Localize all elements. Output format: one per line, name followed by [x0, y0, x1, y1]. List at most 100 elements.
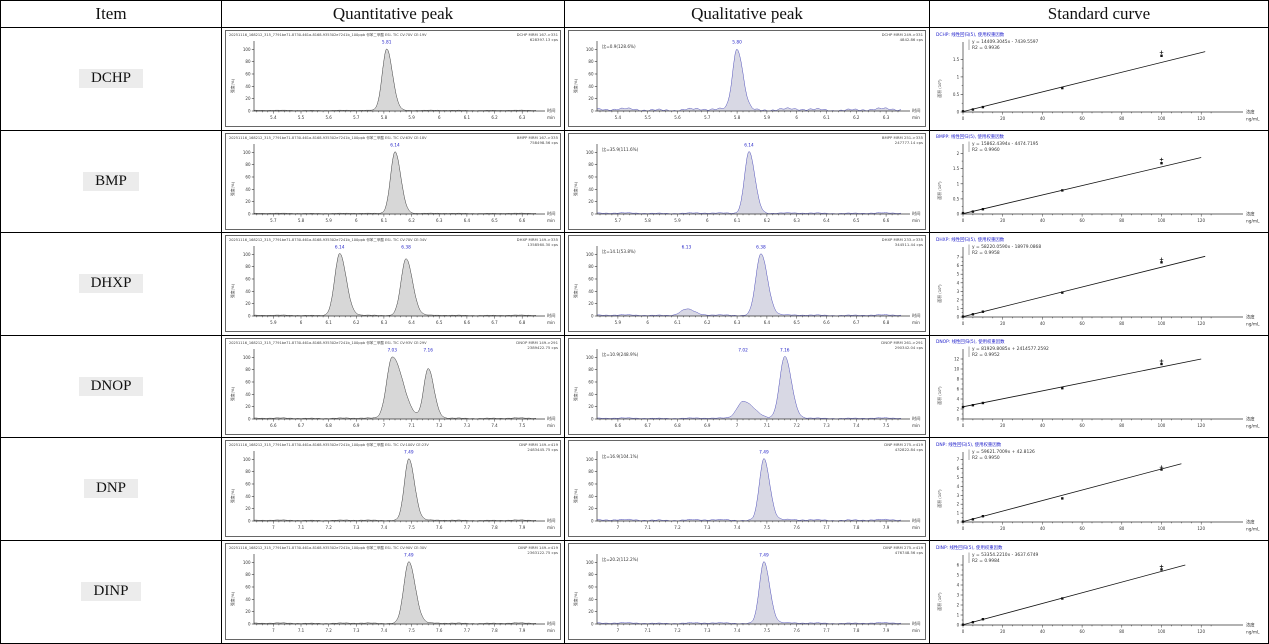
svg-text:6.6: 6.6 [883, 218, 890, 223]
qualitative-chromatogram-dnp: 0 20 40 60 80 100 7 7.1 7.2 7.3 7.4 7.5 7.6 7.7 7.8 7.9… [573, 442, 924, 530]
svg-text:7.49: 7.49 [404, 553, 414, 559]
svg-text:40: 40 [588, 289, 594, 294]
svg-text:60: 60 [1080, 423, 1086, 428]
svg-text:5.4: 5.4 [270, 115, 277, 120]
svg-text:6.6: 6.6 [823, 320, 830, 325]
svg-text:ng/mL: ng/mL [1246, 116, 1260, 122]
svg-text:40: 40 [1040, 526, 1046, 531]
svg-text:DHXP MRM 233->335: DHXP MRM 233->335 [882, 237, 924, 242]
svg-text:6.6: 6.6 [615, 423, 622, 428]
svg-text:0: 0 [962, 526, 965, 531]
svg-text:强度(%): 强度(%) [573, 284, 578, 299]
svg-text:7.3: 7.3 [704, 525, 711, 530]
svg-text:y = 53354.2210x - 3637.6749: y = 53354.2210x - 3637.6749 [972, 552, 1039, 558]
svg-text:6.2: 6.2 [408, 218, 415, 223]
qualitative-chart-frame: 0 20 40 60 80 100 7 7.1 7.2 7.3 7.4 7.5 7.6 7.7 7.8 7.9… [568, 440, 926, 538]
svg-text:浓度: 浓度 [1246, 108, 1255, 115]
svg-text:7.6: 7.6 [436, 628, 443, 633]
svg-text:时间: 时间 [912, 210, 920, 217]
svg-text:40: 40 [245, 494, 251, 499]
svg-text:6.5: 6.5 [436, 320, 443, 325]
svg-text:6.8: 6.8 [674, 423, 681, 428]
svg-text:DINP MRM 275->419: DINP MRM 275->419 [883, 545, 923, 550]
svg-text:5.6: 5.6 [674, 115, 681, 120]
svg-text:DNP: 线性回归(5), 使用权重因数: DNP: 线性回归(5), 使用权重因数 [936, 441, 1002, 448]
svg-text:100: 100 [1158, 321, 1166, 326]
svg-text:6: 6 [957, 387, 960, 392]
svg-text:7.02: 7.02 [738, 347, 748, 353]
svg-text:DNOP: 线性回归(5), 使用权重因数: DNOP: 线性回归(5), 使用权重因数 [936, 338, 1005, 345]
svg-text:6.2: 6.2 [491, 115, 498, 120]
svg-text:80: 80 [245, 469, 251, 474]
quantitative-peak-cell-dinp: 0 20 40 60 80 100 7 7.1 7.2 7.3 7.4 7.5 7.6 7.7 7.8 7.9… [222, 540, 565, 643]
svg-text:时间: 时间 [547, 210, 555, 217]
svg-text:面积 (10⁶): 面积 (10⁶) [937, 181, 942, 200]
item-cell-bmp: BMP [1, 130, 222, 233]
svg-text:2: 2 [957, 501, 960, 506]
svg-text:7.4: 7.4 [734, 525, 741, 530]
svg-text:7.9: 7.9 [519, 525, 526, 530]
svg-text:min: min [547, 628, 555, 633]
svg-text:20251116_168212_315_7791be71-8: 20251116_168212_315_7791be71-8730-461a-8… [229, 135, 427, 140]
svg-text:40: 40 [245, 392, 251, 397]
svg-text:20251116_168212_315_7791be71-8: 20251116_168212_315_7791be71-8730-461a-8… [229, 32, 427, 37]
standard-curve-cell-dchp: 0 0.5 1 1.5 0 20 40 60 80 100 120 DCHP: 线性回归(5), 使用… [930, 28, 1268, 131]
svg-text:7.5: 7.5 [408, 628, 415, 633]
svg-text:6.5: 6.5 [853, 218, 860, 223]
svg-text:0: 0 [962, 423, 965, 428]
item-label: DNOP [78, 376, 144, 396]
svg-text:20: 20 [1000, 423, 1006, 428]
svg-text:100: 100 [586, 47, 594, 52]
item-label: DHXP [78, 274, 144, 294]
svg-text:min: min [547, 115, 555, 120]
svg-text:7.3: 7.3 [704, 628, 711, 633]
svg-text:120: 120 [1197, 218, 1205, 223]
svg-text:7.49: 7.49 [759, 553, 769, 559]
standard-curve-cell-bmp: 0 0.5 1 1.5 2 0 20 40 60 80 100 120 BMPP: 线性回归(5), 使… [930, 130, 1268, 233]
svg-text:6: 6 [795, 115, 798, 120]
svg-text:100: 100 [1158, 116, 1166, 121]
svg-text:0: 0 [962, 321, 965, 326]
svg-text:6.9: 6.9 [704, 423, 711, 428]
svg-text:60: 60 [1080, 218, 1086, 223]
svg-text:20: 20 [245, 96, 251, 101]
svg-text:6.7: 6.7 [644, 423, 651, 428]
svg-text:7: 7 [957, 457, 960, 462]
svg-text:20: 20 [588, 404, 594, 409]
svg-text:120: 120 [1197, 526, 1205, 531]
svg-text:6.4: 6.4 [464, 218, 471, 223]
svg-text:min: min [912, 115, 920, 120]
svg-text:3: 3 [957, 592, 960, 597]
svg-text:5.6: 5.6 [325, 115, 332, 120]
svg-text:6: 6 [646, 320, 649, 325]
quantitative-chromatogram-bmp: 0 20 40 60 80 100 5.7 5.8 5.9 6 6.1 6.2 6.3 6.4 6.5 6.6… [229, 135, 559, 223]
svg-text:100: 100 [586, 150, 594, 155]
svg-text:80: 80 [1119, 629, 1125, 634]
svg-text:7.7: 7.7 [464, 628, 471, 633]
svg-text:40: 40 [588, 84, 594, 89]
svg-text:比=16.9(104.1%): 比=16.9(104.1%) [602, 453, 639, 460]
svg-text:BMPP MRM 251->335: BMPP MRM 251->335 [882, 135, 924, 140]
svg-text:强度(%): 强度(%) [230, 592, 235, 607]
svg-text:min: min [912, 525, 920, 530]
svg-text:浓度: 浓度 [1246, 313, 1255, 320]
svg-text:20: 20 [588, 609, 594, 614]
svg-text:40: 40 [1040, 218, 1046, 223]
svg-text:面积 (10⁶): 面积 (10⁶) [937, 79, 942, 98]
svg-text:20: 20 [1000, 629, 1006, 634]
standard-curve-cell-dnop: 0 2 4 6 8 10 12 0 20 40 60 80 100 120 DNOP: 线性回归(5), 使… [930, 335, 1268, 438]
svg-text:y = 58220.0590x - 18979.0868: y = 58220.0590x - 18979.0868 [972, 244, 1041, 250]
svg-text:5.7: 5.7 [353, 115, 360, 120]
item-label: DCHP [78, 69, 143, 89]
svg-text:40: 40 [588, 597, 594, 602]
svg-text:时间: 时间 [547, 620, 555, 627]
svg-text:60: 60 [245, 585, 251, 590]
svg-text:7.4: 7.4 [853, 423, 860, 428]
svg-text:6.8: 6.8 [519, 320, 526, 325]
svg-text:0: 0 [248, 519, 251, 524]
svg-text:20: 20 [588, 506, 594, 511]
svg-text:时间: 时间 [547, 107, 555, 114]
svg-text:7.5: 7.5 [408, 525, 415, 530]
item-label: BMP [83, 171, 139, 191]
